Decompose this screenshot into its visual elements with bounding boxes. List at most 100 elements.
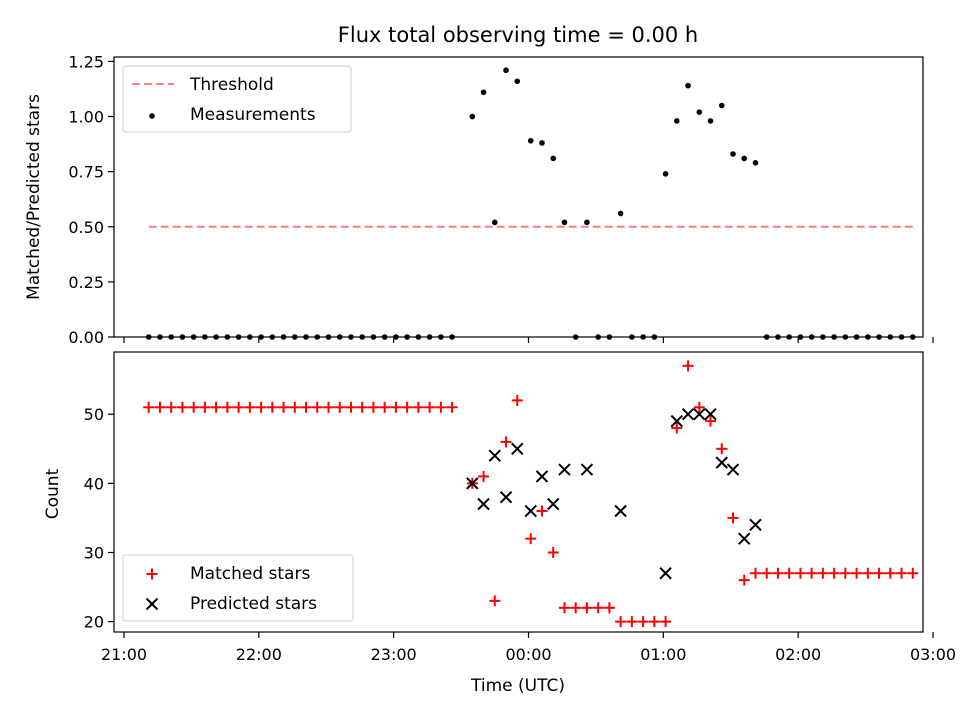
matched-star-point: [648, 616, 660, 628]
measurement-point: [550, 155, 557, 162]
predicted-star-point: [511, 442, 524, 455]
matched-star-point: [435, 401, 447, 413]
predicted-star-point: [547, 497, 560, 511]
measurement-point: [584, 219, 590, 226]
matched-star-point: [367, 401, 379, 413]
measurement-point: [503, 67, 509, 74]
matched-star-point: [165, 401, 177, 413]
measurement-point: [469, 113, 476, 120]
matched-star-point: [794, 567, 806, 579]
matched-star-point: [907, 567, 919, 579]
matched-star-point: [233, 401, 245, 413]
matched-star-point: [839, 567, 851, 579]
top-y-axis-label: Matched/Predicted stars: [24, 94, 44, 300]
matched-star-point: [255, 401, 267, 413]
matched-star-point: [772, 567, 784, 579]
top-y-tick-label: 0.25: [68, 273, 104, 292]
measurement-point: [752, 160, 759, 166]
bottom-y-tick-label: 40: [84, 474, 104, 493]
legend-predicted-marker: [145, 597, 159, 611]
top-plot-frame: [113, 56, 924, 338]
bottom-y-tick-label: 20: [84, 613, 104, 632]
bottom-plot: 20 30 40 50 21:00 22:00 23:00 00:00 01:00 02:00 03…: [84, 351, 956, 664]
legend-measurements-label: Measurements: [190, 105, 316, 125]
top-y-tick-label: 0.75: [68, 163, 104, 182]
x-tick-label: 01:00: [640, 645, 686, 664]
matched-star-point: [828, 567, 840, 579]
legend-predicted-label: Predicted stars: [190, 594, 317, 614]
matched-star-point: [671, 422, 683, 434]
matched-star-point: [356, 401, 368, 413]
legend-x-glyph: [145, 597, 159, 611]
legend-measurements-marker: [149, 113, 155, 119]
matched-star-point: [637, 616, 649, 628]
matched-star-point: [558, 602, 570, 614]
matched-star-point: [511, 394, 523, 406]
matched-star-point: [412, 401, 424, 413]
matched-star-point: [547, 546, 559, 558]
predicted-star-point: [524, 504, 537, 518]
matched-star-point: [289, 401, 301, 413]
measurement-point: [696, 109, 703, 115]
top-legend-box: [122, 65, 352, 133]
matched-star-point: [749, 567, 761, 579]
measurement-point: [514, 78, 521, 85]
predicted-star-point: [659, 567, 672, 580]
predicted-star-point: [558, 463, 571, 476]
top-y-tick-label: 1.00: [68, 108, 104, 127]
matched-star-point: [592, 602, 604, 614]
x-tick-label: 21:00: [101, 645, 147, 664]
measurement-point: [480, 89, 487, 96]
matched-star-point: [334, 401, 346, 413]
matched-star-point: [873, 567, 885, 579]
x-tick-label: 23:00: [371, 645, 417, 664]
predicted-star-point: [466, 477, 479, 490]
measurement-point: [539, 140, 545, 146]
matched-star-point: [682, 360, 694, 372]
matched-star-point: [581, 602, 593, 614]
matched-star-point: [862, 567, 874, 579]
matched-star-point: [176, 401, 188, 413]
matched-star-point: [379, 401, 391, 413]
measurement-point: [662, 171, 669, 177]
measurement-point: [741, 155, 748, 162]
top-plot: 0.00 0.25 0.50 0.75 1.00 1.25: [68, 52, 934, 347]
predicted-star-point: [488, 449, 501, 462]
matched-star-point: [817, 567, 829, 579]
top-legend: Threshold Measurements: [122, 65, 352, 133]
x-tick-label: 03:00: [910, 645, 956, 664]
matched-star-point: [221, 401, 233, 413]
bottom-y-tick-label: 30: [84, 543, 104, 562]
x-tick-label: 02:00: [775, 645, 821, 664]
matched-star-point: [626, 616, 638, 628]
measurement-point: [707, 118, 714, 124]
matched-star-point: [536, 505, 548, 517]
matched-star-point: [615, 616, 627, 628]
matched-star-point: [716, 443, 728, 455]
matched-star-point: [311, 401, 323, 413]
predicted-star-point: [535, 470, 549, 483]
matched-star-point: [210, 401, 222, 413]
matched-star-point: [401, 401, 413, 413]
predicted-star-point: [738, 532, 751, 545]
matched-star-point: [390, 401, 402, 413]
matched-star-point: [738, 574, 750, 586]
matched-star-point: [322, 401, 334, 413]
matched-star-point: [500, 436, 512, 448]
matched-star-point: [478, 470, 490, 482]
measurement-point: [718, 102, 725, 109]
x-tick-label: 22:00: [236, 645, 282, 664]
measurement-point: [685, 82, 691, 89]
matched-star-point: [896, 567, 908, 579]
bottom-y-axis-label: Count: [43, 468, 63, 519]
matched-star-point: [143, 401, 155, 413]
matched-star-point: [154, 401, 166, 413]
top-y-tick-label: 0.50: [68, 218, 104, 237]
predicted-star-point: [670, 414, 684, 428]
matched-star-point: [783, 567, 795, 579]
matched-star-point: [345, 401, 357, 413]
matched-star-point: [525, 533, 537, 545]
top-chart-title: Flux total observing time = 0.00 h: [338, 23, 698, 47]
measurement-point: [527, 137, 534, 144]
